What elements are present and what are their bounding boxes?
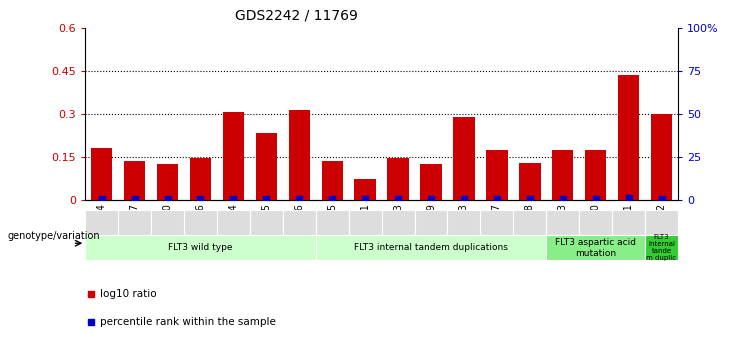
Bar xyxy=(645,235,678,260)
Bar xyxy=(217,210,250,235)
Bar xyxy=(283,210,316,235)
Bar xyxy=(223,112,244,200)
Point xyxy=(129,196,141,202)
Bar xyxy=(288,110,310,200)
Point xyxy=(425,196,437,202)
Bar xyxy=(453,117,475,200)
Text: percentile rank within the sample: percentile rank within the sample xyxy=(100,317,276,327)
Point xyxy=(524,196,536,202)
Bar xyxy=(514,210,546,235)
Bar xyxy=(256,132,277,200)
Bar xyxy=(316,235,546,260)
Bar xyxy=(546,235,645,260)
Bar xyxy=(85,210,118,235)
Bar xyxy=(157,164,179,200)
Point xyxy=(293,196,305,201)
Bar xyxy=(480,210,514,235)
Text: FLT3 internal tandem duplications: FLT3 internal tandem duplications xyxy=(354,244,508,253)
Point xyxy=(656,196,668,201)
Bar xyxy=(118,210,151,235)
Point xyxy=(622,196,634,201)
Bar xyxy=(579,210,612,235)
Point xyxy=(359,196,371,202)
Bar xyxy=(349,210,382,235)
Bar xyxy=(414,210,448,235)
Point xyxy=(326,196,338,202)
Bar xyxy=(612,210,645,235)
Bar xyxy=(354,179,376,200)
Text: log10 ratio: log10 ratio xyxy=(100,289,156,299)
Bar xyxy=(448,210,480,235)
Text: FLT3
internal
tande
m duplic: FLT3 internal tande m duplic xyxy=(646,235,677,262)
Bar xyxy=(651,114,672,200)
Point xyxy=(556,196,568,201)
Bar xyxy=(85,235,316,260)
Text: genotype/variation: genotype/variation xyxy=(7,231,100,241)
Bar xyxy=(322,161,343,200)
Point xyxy=(96,196,107,201)
Text: FLT3 wild type: FLT3 wild type xyxy=(168,244,233,253)
Point xyxy=(260,196,272,201)
Bar xyxy=(585,150,606,200)
Bar xyxy=(151,210,184,235)
Bar xyxy=(519,163,540,200)
Bar xyxy=(388,158,409,200)
Point xyxy=(458,196,470,201)
Bar xyxy=(645,210,678,235)
Bar xyxy=(382,210,414,235)
Point xyxy=(227,196,239,201)
Bar xyxy=(486,150,508,200)
Bar xyxy=(190,158,211,200)
Bar xyxy=(420,164,442,200)
Bar xyxy=(316,210,349,235)
Bar xyxy=(124,161,145,200)
Bar xyxy=(250,210,283,235)
Bar xyxy=(618,75,639,200)
Bar xyxy=(91,148,113,200)
Point xyxy=(162,196,173,202)
Point xyxy=(195,196,207,202)
Point xyxy=(392,196,404,202)
Point xyxy=(491,196,503,201)
Bar xyxy=(552,150,574,200)
Bar xyxy=(184,210,217,235)
Text: FLT3 aspartic acid
mutation: FLT3 aspartic acid mutation xyxy=(555,238,637,258)
Bar xyxy=(546,210,579,235)
Point xyxy=(590,196,602,201)
Text: GDS2242 / 11769: GDS2242 / 11769 xyxy=(235,9,358,23)
